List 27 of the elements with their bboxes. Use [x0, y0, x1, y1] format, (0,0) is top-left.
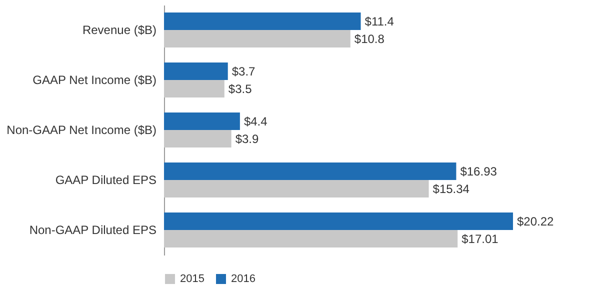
legend-label: 2016 [231, 273, 256, 285]
y-tick-label: GAAP Net Income ($B) [32, 73, 156, 87]
data-label: $15.34 [432, 182, 470, 196]
bar [164, 180, 429, 198]
data-label: $17.01 [462, 232, 499, 246]
data-label: $3.9 [235, 132, 259, 146]
y-tick-label: Non-GAAP Net Income ($B) [6, 123, 156, 137]
y-tick-label: Revenue ($B) [82, 23, 156, 37]
bar [164, 230, 458, 248]
bar [164, 62, 228, 80]
bar [164, 30, 350, 48]
bar [164, 130, 232, 148]
data-label: $3.5 [228, 82, 252, 96]
data-label: $4.4 [244, 114, 268, 128]
legend-label: 2015 [180, 273, 204, 285]
bar [164, 12, 361, 30]
bar [164, 80, 224, 98]
bar [164, 112, 240, 130]
data-label: $3.7 [232, 64, 256, 78]
data-label: $20.22 [517, 214, 554, 228]
bar [164, 212, 513, 230]
bar [164, 162, 456, 180]
data-label: $16.93 [460, 164, 498, 178]
y-tick-label: GAAP Diluted EPS [55, 173, 156, 187]
data-label: $10.8 [354, 32, 385, 46]
data-label: $11.4 [364, 14, 394, 28]
y-tick-label: Non-GAAP Diluted EPS [29, 223, 156, 237]
